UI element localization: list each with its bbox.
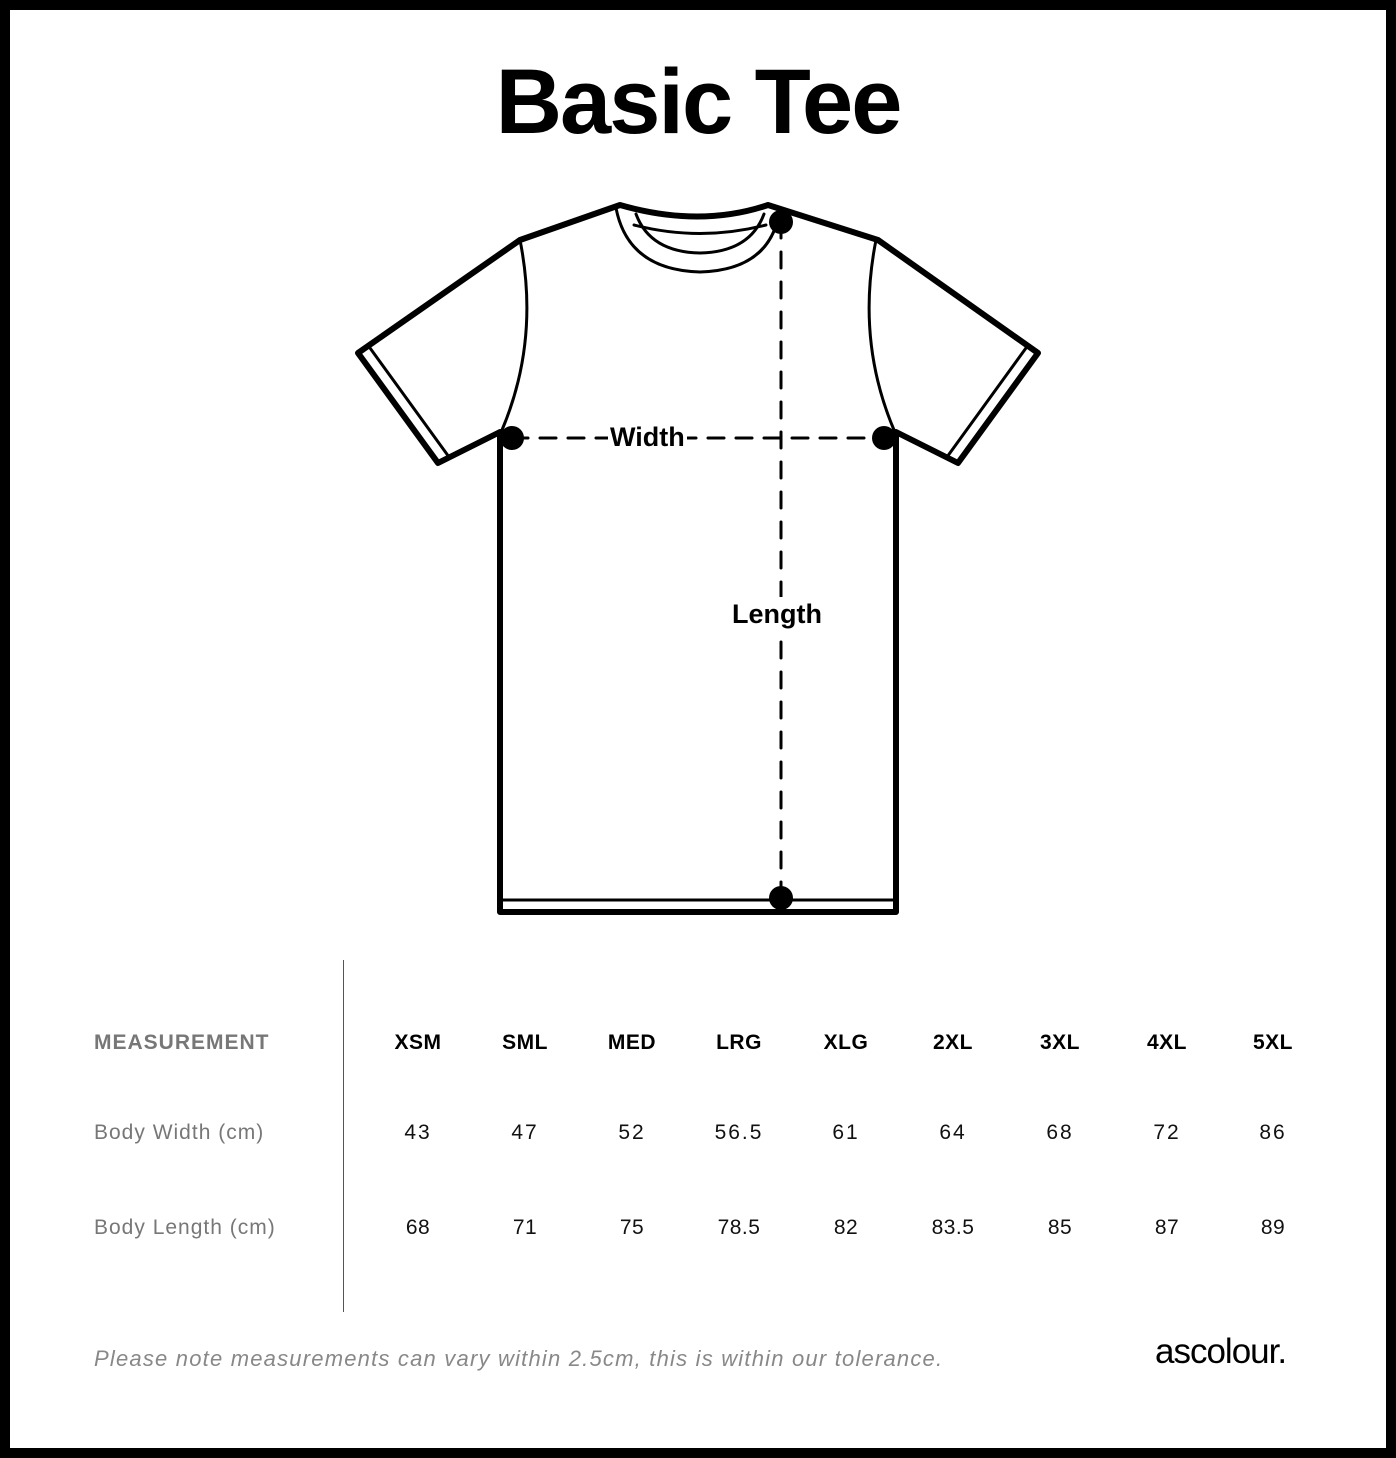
sleeve-hem-right <box>945 346 1028 459</box>
armhole-left <box>500 238 529 432</box>
width-label: Width <box>608 422 687 453</box>
table-cell: 71 <box>512 1216 538 1239</box>
size-header: 4XL <box>1146 1031 1187 1054</box>
table-cell: 86 <box>1259 1121 1287 1144</box>
table-cell: 64 <box>939 1121 967 1144</box>
table-cell: 56.5 <box>714 1121 764 1144</box>
measure-point <box>500 426 524 450</box>
size-header: MED <box>607 1031 657 1054</box>
measure-point <box>769 210 793 234</box>
table-cell: 43 <box>404 1121 432 1144</box>
table-cell: 82 <box>833 1216 859 1239</box>
size-header: 3XL <box>1039 1031 1080 1054</box>
length-label: Length <box>730 597 824 632</box>
brand-logo: ascolour. <box>1155 1332 1287 1371</box>
shirt-outline <box>355 202 1041 915</box>
size-header: LRG <box>716 1031 762 1054</box>
table-cell: 85 <box>1047 1216 1073 1239</box>
table-divider <box>343 960 344 1312</box>
measurement-header: MEASUREMENT <box>94 1031 270 1054</box>
table-cell: 78.5 <box>717 1216 761 1239</box>
table-cell: 75 <box>619 1216 645 1239</box>
tshirt-diagram <box>355 202 1041 915</box>
row-label: Body Length (cm) <box>94 1216 276 1239</box>
size-header: XSM <box>394 1031 442 1054</box>
size-header: XLG <box>823 1031 869 1054</box>
row-label: Body Width (cm) <box>94 1121 265 1144</box>
collar-inner <box>634 212 766 255</box>
table-cell: 61 <box>832 1121 860 1144</box>
size-header: 2XL <box>932 1031 973 1054</box>
table-cell: 72 <box>1153 1121 1181 1144</box>
sleeve-hem-left <box>368 346 451 459</box>
size-header: 5XL <box>1252 1031 1293 1054</box>
table-cell: 68 <box>1046 1121 1074 1144</box>
table-cell: 87 <box>1154 1216 1180 1239</box>
table-cell: 83.5 <box>931 1216 975 1239</box>
page-title: Basic Tee <box>495 51 903 153</box>
measure-point <box>769 886 793 910</box>
collar-band <box>632 223 768 235</box>
table-cell: 52 <box>618 1121 646 1144</box>
armhole-right <box>867 238 896 432</box>
size-header: SML <box>502 1031 548 1054</box>
measure-point <box>872 426 896 450</box>
tolerance-note: Please note measurements can vary within… <box>94 1346 944 1371</box>
collar-outer <box>614 206 782 274</box>
table-cell: 68 <box>405 1216 431 1239</box>
table-cell: 47 <box>511 1121 539 1144</box>
table-cell: 89 <box>1260 1216 1286 1239</box>
